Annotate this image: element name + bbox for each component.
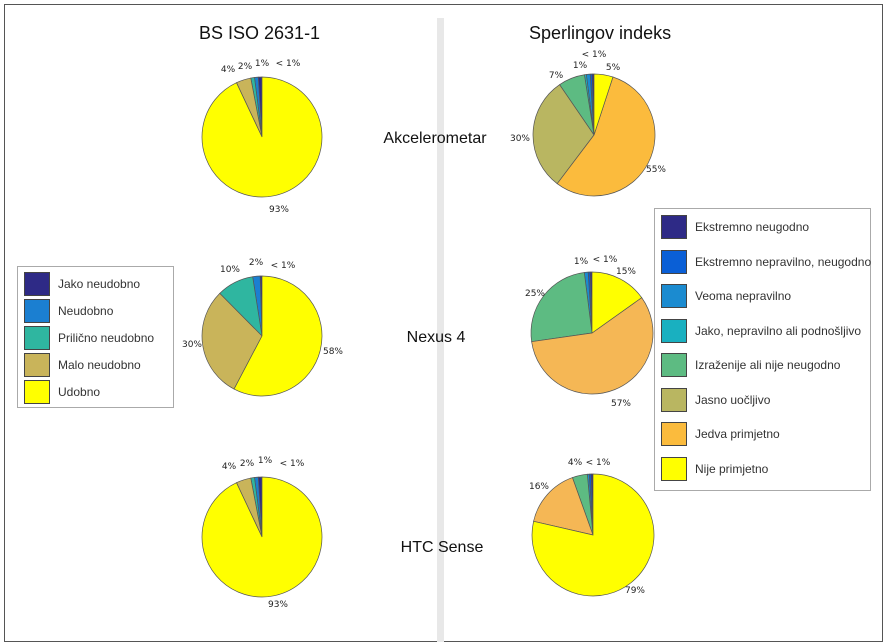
legend-item: Jasno uočljivo <box>661 387 770 413</box>
title-sperling: Sperlingov indeks <box>529 23 672 43</box>
pie-data-label-5-3: 2% <box>240 459 255 469</box>
pie-data-label-2-3: 7% <box>549 71 564 81</box>
pie-slice-3-5 <box>233 275 323 397</box>
pie-data-label-4-2: 1% <box>574 257 589 267</box>
column-divider <box>437 18 444 642</box>
pie-slice-4-5 <box>531 297 654 395</box>
pie-data-label-6-1: < 1% <box>586 458 611 468</box>
legend-item: Ekstremno nepravilno, neugodno <box>661 249 871 275</box>
legend-item: Malo neudobno <box>24 352 141 378</box>
legend-label: Ekstremno nepravilno, neugodno <box>695 254 872 269</box>
legend-item: Prilično neudobno <box>24 325 154 351</box>
pie-slice-4-6 <box>591 271 643 334</box>
legend-swatch <box>24 380 50 404</box>
pie-data-label-4-1: < 1% <box>593 255 618 265</box>
pie-data-label-3-1: < 1% <box>271 261 296 271</box>
legend-swatch <box>661 387 687 412</box>
pie-slice-2-6 <box>532 84 595 185</box>
legend-item: Jedva primjetno <box>661 421 780 447</box>
legend-item: Nije primjetno <box>661 456 768 482</box>
pie-data-label-2-6: 5% <box>606 63 621 73</box>
title-bs-iso: BS ISO 2631-1 <box>199 23 321 43</box>
pie-data-label-4-3: 25% <box>525 289 545 299</box>
legend-label: Jasno uočljivo <box>695 392 771 407</box>
legend-label: Ekstremno neugodno <box>695 220 810 234</box>
legend-label: Veoma nepravilno <box>695 289 792 303</box>
pie-data-label-1-4: 4% <box>221 65 236 75</box>
legend-swatch <box>661 422 687 446</box>
legend-label: Malo neudobno <box>58 358 141 372</box>
pie-data-label-6-2: 4% <box>568 458 583 468</box>
legend-sperling: Ekstremno neugodno Ekstremno nepravilno, … <box>654 208 871 491</box>
pie-slice-4-4 <box>530 272 593 343</box>
pie-data-label-1-1: < 1% <box>276 59 301 69</box>
legend-label: Jedva primjetno <box>695 427 780 441</box>
pie-data-label-2-2: 1% <box>573 61 588 71</box>
row-label-nexus4: Nexus 4 <box>406 329 466 346</box>
pie-data-label-1-3: 2% <box>238 62 253 72</box>
pie-data-label-3-3: 10% <box>220 265 240 275</box>
pie-slice-6-6 <box>531 473 655 597</box>
pie-data-label-2-5: 55% <box>646 165 666 175</box>
legend-item: Udobno <box>24 379 100 405</box>
pie-slice-3-4 <box>201 292 263 390</box>
legend-swatch <box>661 249 687 274</box>
pie-data-label-5-1: < 1% <box>280 459 305 469</box>
row-label-akcelerometar: Akcelerometar <box>383 130 487 147</box>
pie-data-label-4-5: 15% <box>616 267 636 277</box>
pie-data-label-1-2: 1% <box>255 59 270 69</box>
pie-data-label-3-4: 30% <box>182 340 202 350</box>
legend-item: Jako neudobno <box>24 271 140 297</box>
legend-label: Udobno <box>58 385 101 399</box>
legend-item: Jako, nepravilno ali podnošljivo <box>661 318 861 344</box>
pie-data-label-6-4: 79% <box>625 586 645 596</box>
pie-data-label-1-5: 93% <box>269 205 289 215</box>
legend-item: Neudobno <box>24 298 113 324</box>
pie-data-label-2-4: 30% <box>510 134 530 144</box>
pie-slice-2-8 <box>593 73 614 136</box>
legend-label: Prilično neudobno <box>58 331 155 345</box>
pie-slice-2-7 <box>556 76 656 197</box>
pie-data-label-5-4: 4% <box>222 462 237 472</box>
pie-data-label-3-5: 58% <box>323 347 343 357</box>
legend-swatch <box>661 456 687 481</box>
legend-swatch <box>24 272 50 296</box>
legend-swatch <box>661 318 687 343</box>
legend-bs-iso: Jako neudobno Neudobno Prilično neudobno Ma… <box>17 266 174 408</box>
pie-data-label-6-3: 16% <box>529 482 549 492</box>
legend-item: Izraženije ali nije neugodno <box>661 352 840 378</box>
legend-swatch <box>24 353 50 377</box>
legend-item: Veoma nepravilno <box>661 283 791 309</box>
pie-slice-6-5 <box>533 477 594 536</box>
pie-slice-5-5 <box>201 476 323 598</box>
pie-slice-1-5 <box>201 76 323 198</box>
legend-label: Nije primjetno <box>695 461 769 476</box>
pie-data-label-4-4: 57% <box>611 399 631 409</box>
pie-data-label-3-2: 2% <box>249 258 264 268</box>
legend-swatch <box>24 299 50 323</box>
legend-item: Ekstremno neugodno <box>661 214 809 240</box>
pie-data-label-5-5: 93% <box>268 600 288 610</box>
legend-label: Izraženije ali nije neugodno <box>695 358 841 372</box>
legend-swatch <box>661 215 687 239</box>
legend-label: Jako, nepravilno ali podnošljivo <box>695 323 862 338</box>
legend-swatch <box>661 353 687 377</box>
legend-label: Neudobno <box>58 304 114 318</box>
legend-label: Jako neudobno <box>58 277 141 291</box>
legend-swatch <box>661 284 687 308</box>
legend-swatch <box>24 326 50 350</box>
pie-data-label-5-2: 1% <box>258 456 273 466</box>
row-label-htc: HTC Sense <box>400 539 484 556</box>
pie-data-label-2-1: < 1% <box>582 50 607 60</box>
